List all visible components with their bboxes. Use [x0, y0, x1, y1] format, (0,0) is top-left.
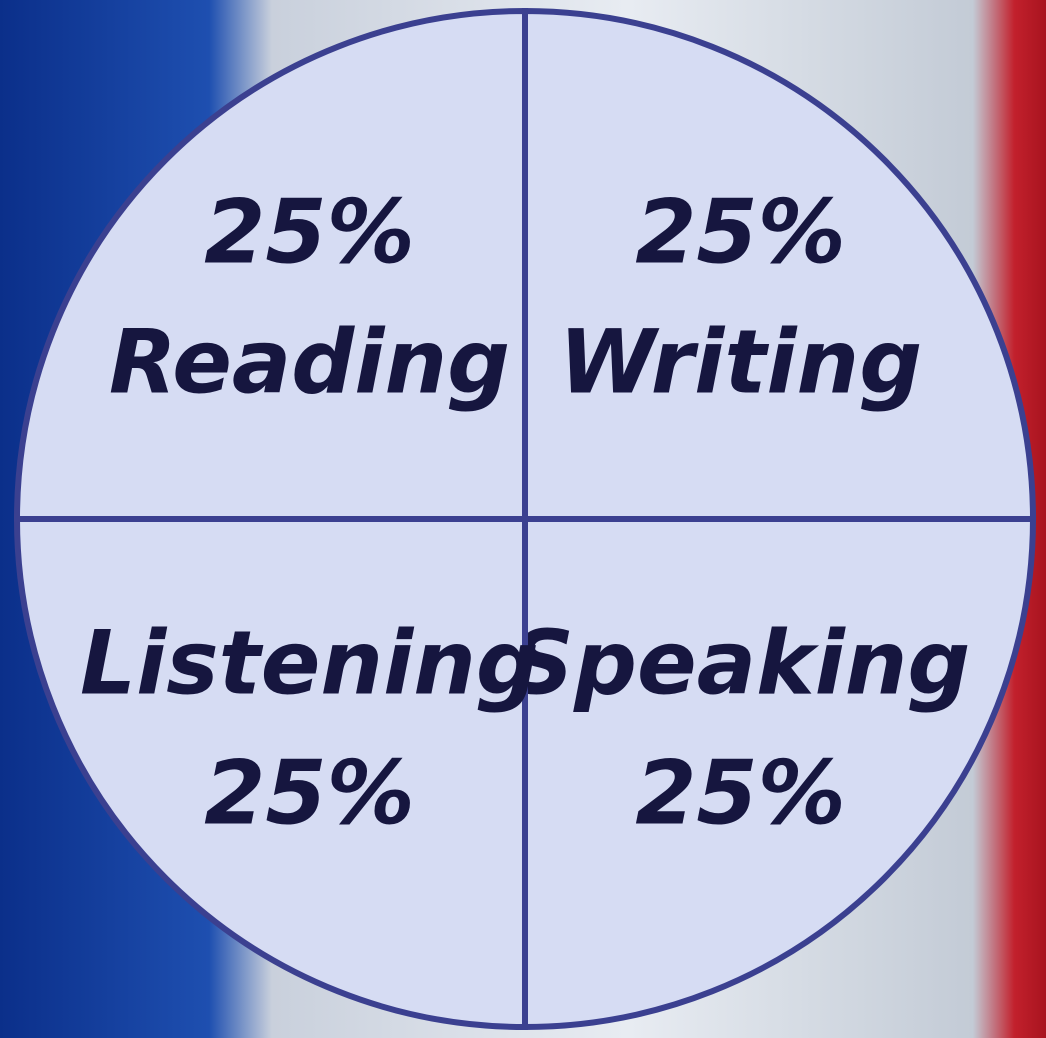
pie: 25% Reading 25% Writing 25% Speaking 25% Listen…: [17, 11, 1033, 1027]
slice-value-label: 25%: [204, 741, 415, 844]
slice-value-label: 25%: [635, 741, 846, 844]
slice-label: Listening: [80, 611, 539, 714]
slice-label: Reading: [109, 310, 510, 413]
page: {"chart_data": {"type": "pie", "categori…: [0, 0, 1046, 1038]
slice-label: Speaking: [511, 611, 971, 714]
slice-label: Writing: [559, 310, 922, 413]
slice-value-label: 25%: [635, 180, 846, 283]
chart: 25% Reading 25% Writing 25% Speaking 25% Listen…: [0, 0, 1046, 1038]
slice-value-label: 25%: [204, 180, 415, 283]
